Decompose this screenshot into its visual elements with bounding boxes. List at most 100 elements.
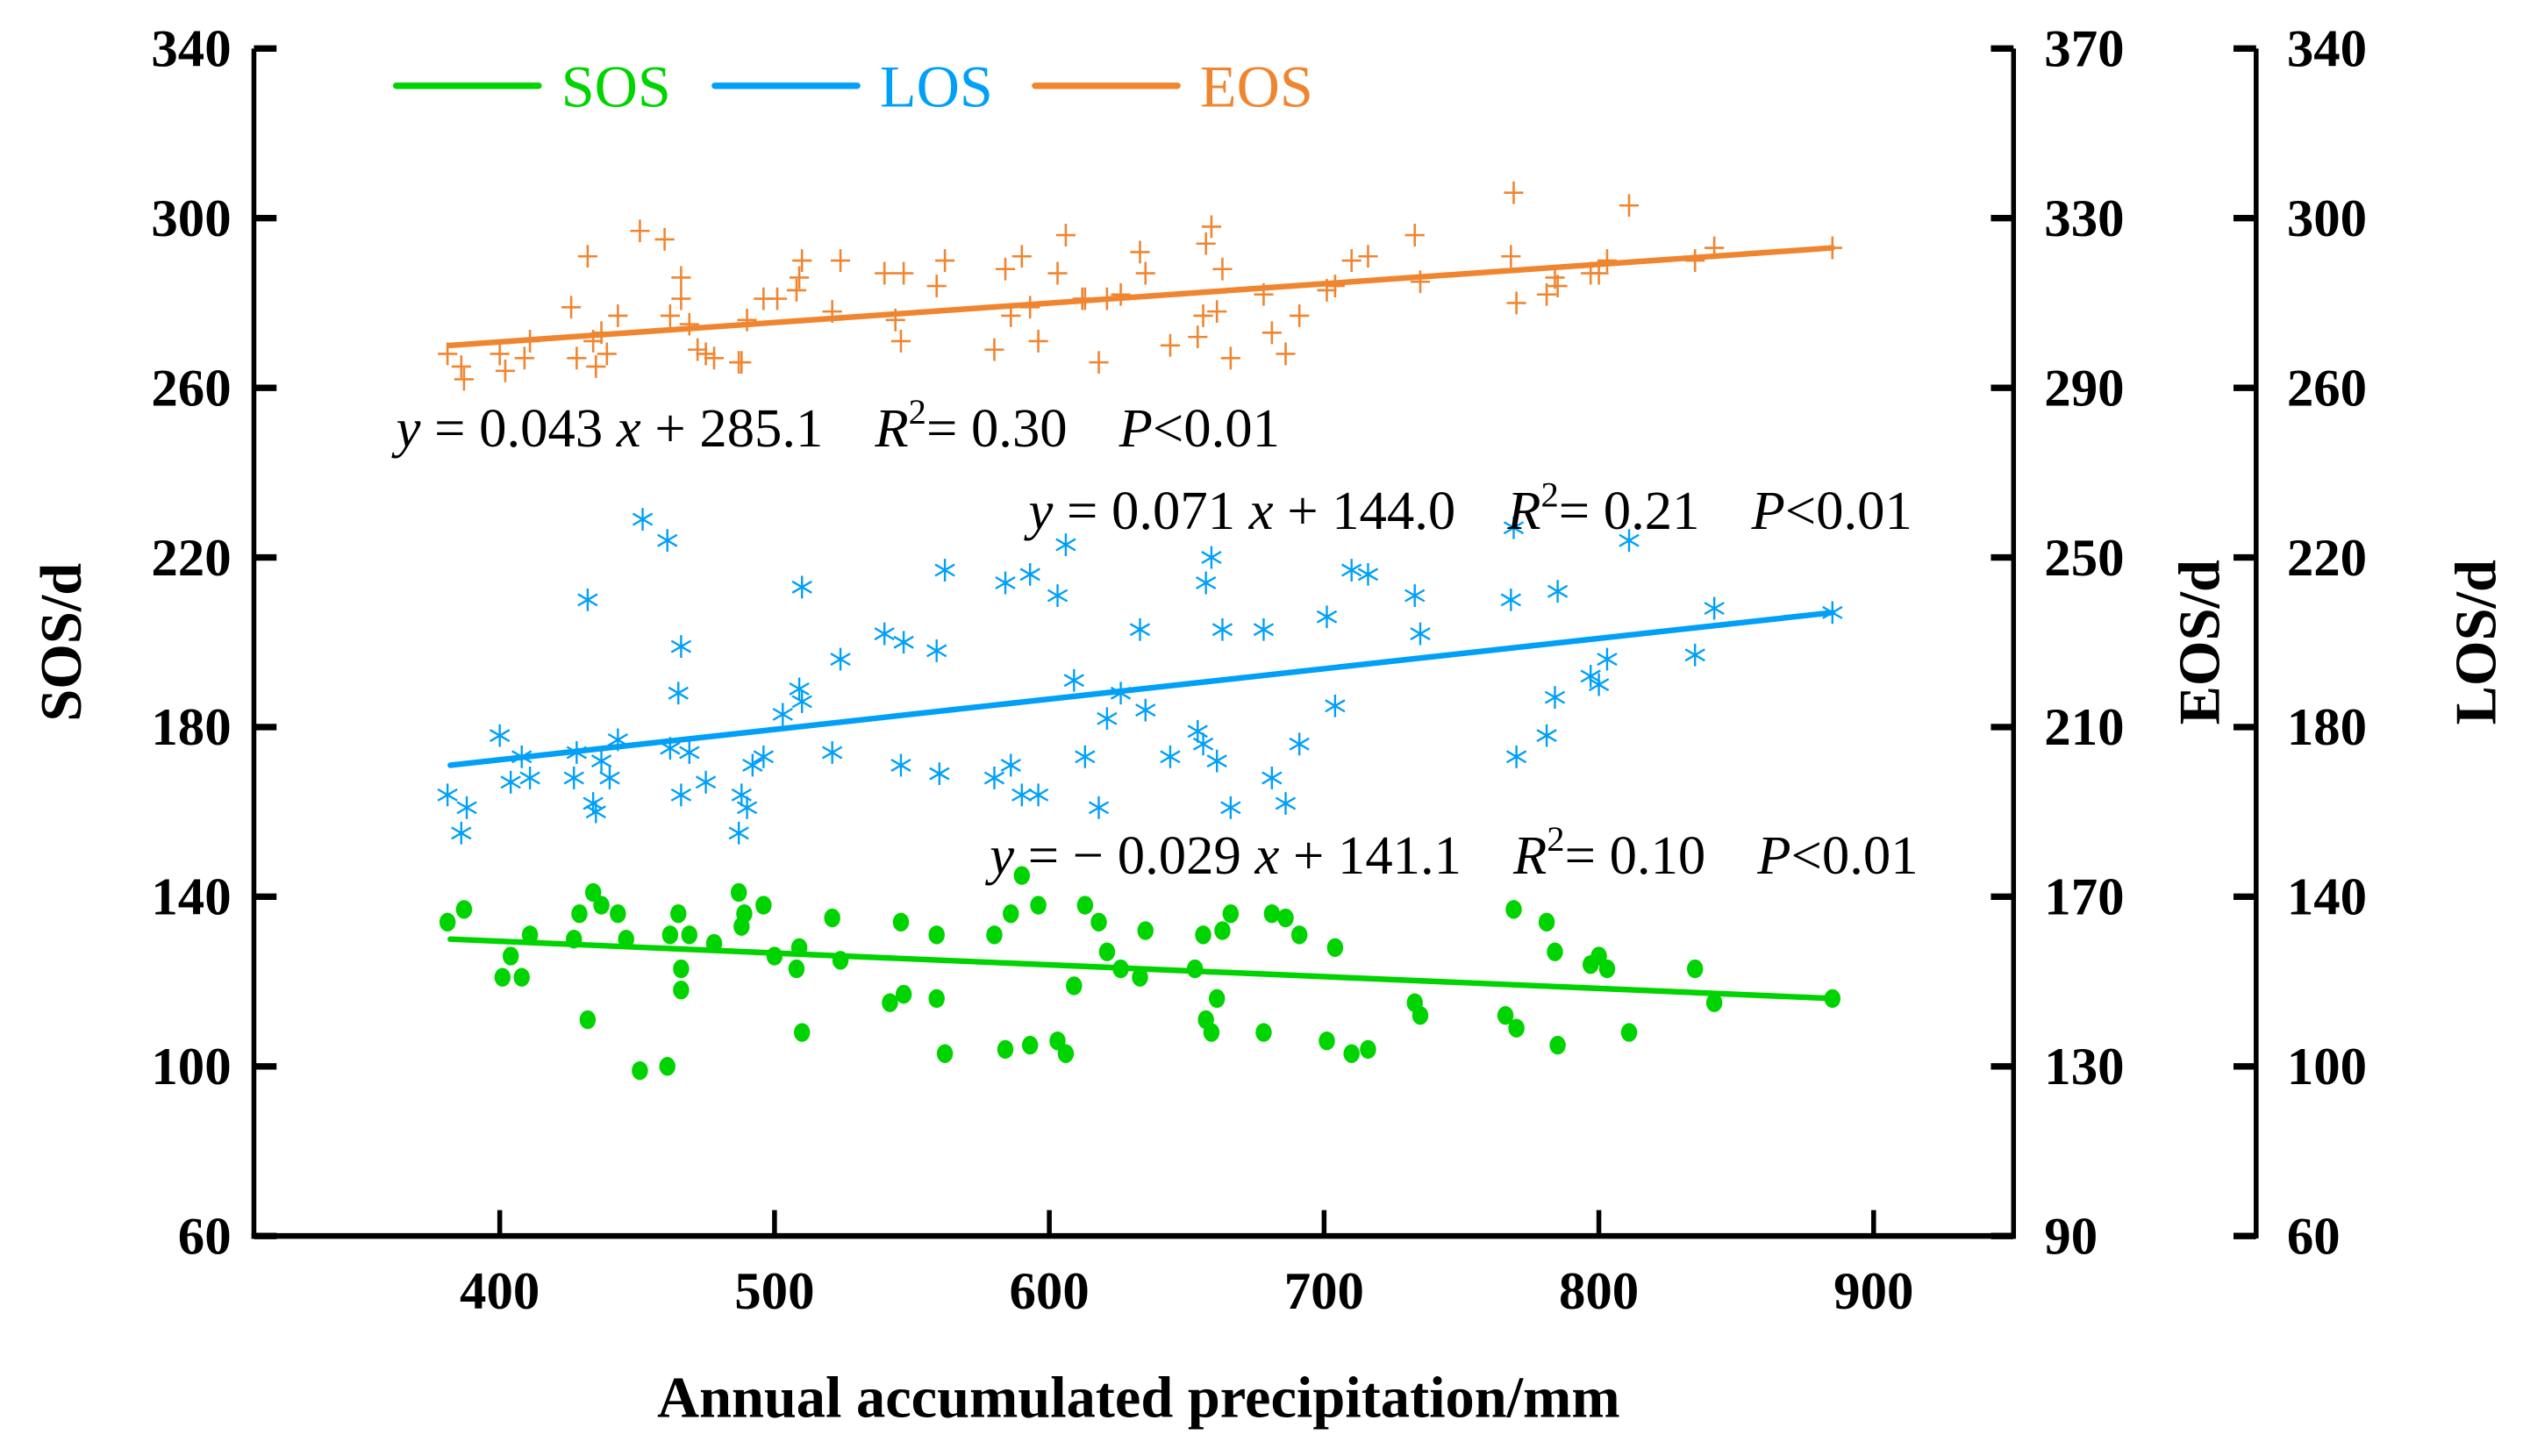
equation-part: + 285.1 [641, 397, 824, 459]
sos-data-point [1137, 921, 1154, 940]
sos-data-point [1547, 942, 1563, 961]
sos-data-point [788, 959, 805, 979]
eos-data-point [890, 330, 911, 353]
los-data-point [1187, 719, 1208, 743]
equation-sos: y = − 0.029 x + 141.1 R2= 0.10 P<0.01 [984, 819, 1918, 886]
sos-data-point [793, 1023, 811, 1042]
sos-data-point [1214, 921, 1231, 940]
los-data-point [1547, 580, 1569, 603]
sos-data-point [730, 882, 747, 903]
los-data-point [926, 639, 947, 662]
sos-data-point [1132, 967, 1148, 987]
sos-tick-label: 260 [151, 359, 231, 418]
sos-data-point [736, 903, 753, 924]
eos-data-point [660, 304, 680, 327]
sos-data-point [1412, 1006, 1429, 1025]
equation-part: = − 0.029 [1014, 824, 1254, 886]
equation-part: P [1750, 480, 1784, 541]
sos-data-point [632, 1060, 648, 1081]
los-trend-line [447, 610, 1836, 768]
los-tick-label: 140 [2287, 868, 2367, 927]
los-tick-label: 260 [2287, 359, 2367, 418]
los-data-point [670, 635, 692, 658]
los-data-point [830, 647, 851, 671]
los-data-point [1135, 698, 1156, 722]
equation-part: + 141.1 [1279, 824, 1462, 886]
eos-data-point [792, 249, 812, 272]
los-data-point [519, 767, 540, 789]
equation-part: 2 [1547, 819, 1564, 859]
los-data-point [1704, 596, 1725, 620]
los-data-point [1000, 753, 1021, 777]
los-data-point [934, 559, 955, 582]
sos-data-point [1686, 959, 1704, 979]
eos-data-point [786, 279, 807, 302]
eos-data-point [1130, 240, 1150, 264]
eos-data-point [451, 355, 471, 378]
equation-los: y = 0.071 x + 144.0 R2= 0.21 P<0.01 [1024, 475, 1912, 541]
eos-data-point [935, 249, 955, 272]
sos-data-point [1195, 925, 1211, 945]
eos-data-point [495, 359, 515, 382]
los-data-point [695, 770, 717, 794]
equation-part: R [1506, 480, 1540, 541]
los-points [437, 508, 1843, 845]
eos-points [438, 181, 1842, 391]
sos-data-point [579, 1010, 597, 1030]
sos-data-point [928, 925, 945, 945]
equation-part: x [1248, 480, 1274, 541]
equation-part: x [616, 397, 641, 459]
sos-data-point [494, 967, 511, 987]
equation-part: = 0.21 [1559, 480, 1700, 541]
los-data-point [1316, 605, 1338, 629]
los-data-point [1588, 673, 1610, 696]
eos-data-point [1111, 282, 1131, 306]
eos-tick-label: 250 [2044, 529, 2124, 588]
eos-data-point [1135, 261, 1155, 285]
sos-data-point [892, 912, 910, 932]
eos-data-point [1619, 194, 1640, 218]
sos-tick-label: 140 [151, 868, 231, 927]
los-data-point [1047, 584, 1069, 607]
sos-data-point [936, 1044, 954, 1063]
los-data-point [563, 767, 584, 789]
los-data-point [657, 529, 678, 553]
eos-data-point [608, 304, 628, 327]
y-axis-label-eos: EOS/d [2168, 560, 2232, 724]
equation-part: = 0.043 [421, 397, 617, 459]
los-data-point [1684, 643, 1705, 667]
sos-data-point [1013, 866, 1031, 885]
eos-data-point [1055, 224, 1076, 246]
los-data-point [1097, 707, 1118, 731]
los-data-point [437, 783, 458, 807]
los-data-point [585, 800, 606, 824]
los-data-point [1505, 745, 1527, 768]
los-data-point [490, 724, 511, 747]
eos-data-point [1341, 249, 1362, 272]
los-data-point [1410, 622, 1431, 646]
sos-data-point [1098, 942, 1116, 961]
los-data-point [791, 575, 812, 599]
sos-data-point [824, 908, 840, 928]
eos-data-point [696, 342, 716, 366]
legend-label-sos: SOS [561, 54, 671, 120]
eos-data-point [514, 346, 534, 370]
sos-data-point [1263, 903, 1281, 924]
eos-data-point [1089, 351, 1109, 375]
eos-data-point [737, 308, 757, 332]
sos-data-point [997, 1039, 1014, 1060]
los-data-point [1536, 724, 1557, 747]
sos-data-point [1343, 1044, 1360, 1063]
los-data-point [1503, 516, 1525, 539]
eos-data-point [831, 249, 851, 272]
sos-data-point [882, 993, 898, 1012]
eos-trend-line [447, 245, 1836, 349]
eos-data-point [1196, 232, 1216, 255]
eos-tick-label: 210 [2044, 698, 2124, 757]
sos-data-point [1290, 925, 1308, 945]
regression-equations: y = − 0.029 x + 141.1 R2= 0.10 P<0.01y = 0… [391, 392, 1919, 886]
sos-data-point [1590, 946, 1607, 966]
sos-data-point [895, 984, 912, 1004]
los-data-point [731, 783, 752, 807]
eos-data-point [1276, 342, 1296, 366]
